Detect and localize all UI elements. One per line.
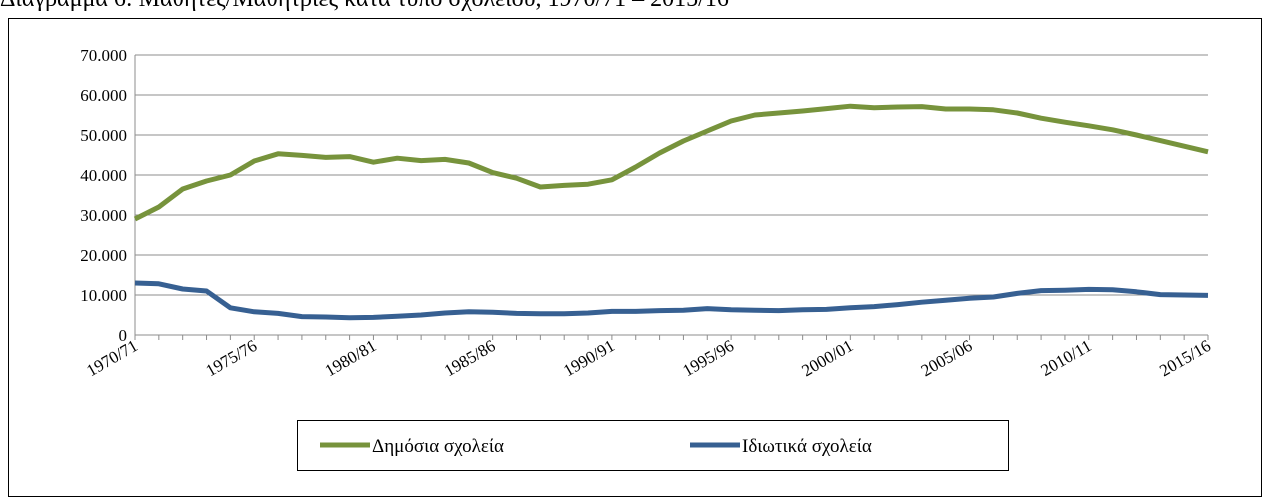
- y-tick-label: 10.000: [80, 286, 127, 305]
- x-tick-label: 2005/06: [918, 336, 976, 380]
- legend-label: Ιδιωτικά σχολεία: [742, 436, 872, 457]
- y-tick-label: 50.000: [80, 126, 127, 145]
- x-tick-label: 1980/81: [322, 336, 380, 380]
- y-tick-label: 20.000: [80, 246, 127, 265]
- legend-label: Δημόσια σχολεία: [372, 436, 504, 457]
- line-series: [133, 103, 1209, 222]
- line-series: [134, 280, 1209, 321]
- x-tick-label: 1985/86: [441, 336, 499, 380]
- x-tick-label: 1975/76: [202, 336, 260, 380]
- y-tick-label: 70.000: [80, 46, 127, 65]
- y-tick-label: 0: [119, 326, 128, 345]
- chart-border: [8, 18, 1262, 497]
- x-tick-label: 2000/01: [799, 336, 857, 380]
- legend-box: [297, 420, 1009, 471]
- x-tick-label: 1995/96: [679, 336, 737, 380]
- y-tick-label: 30.000: [80, 206, 127, 225]
- x-tick-label: 2015/16: [1156, 336, 1214, 380]
- x-tick-label: 2010/11: [1038, 336, 1095, 380]
- y-tick-label: 60.000: [80, 86, 127, 105]
- x-tick-label: 1990/91: [560, 336, 618, 380]
- x-tick-label: 1970/71: [83, 336, 141, 380]
- chart-title: Διάγραμμα 6: Μαθητές/Μαθήτριες κατά τύπο…: [0, 0, 729, 12]
- y-tick-label: 40.000: [80, 166, 127, 185]
